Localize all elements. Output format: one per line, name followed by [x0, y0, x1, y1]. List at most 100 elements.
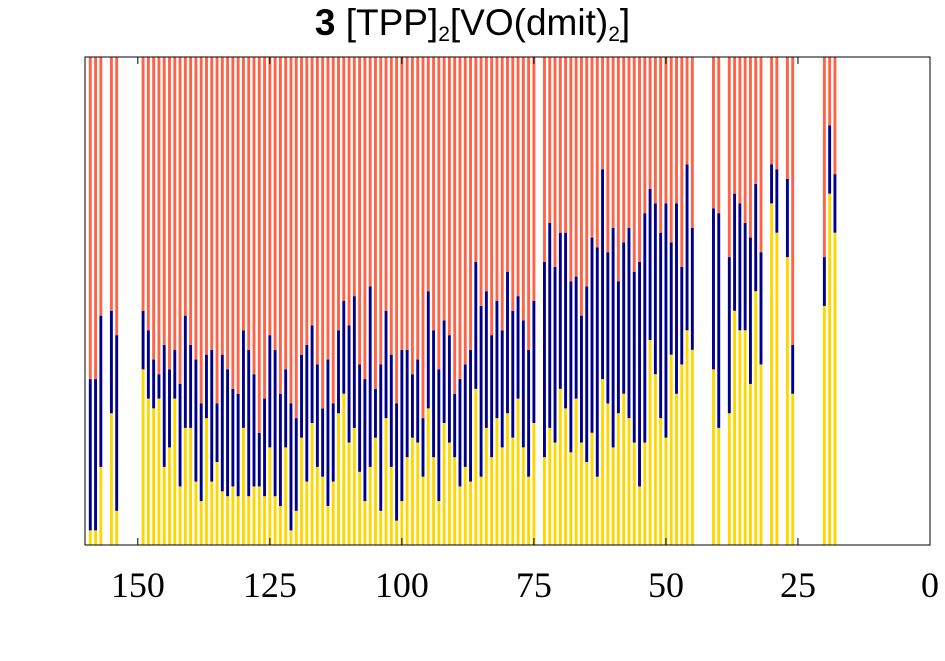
bar-segment-red: [400, 57, 404, 350]
bar-segment-red: [527, 57, 531, 350]
bar-segment-yellow: [115, 510, 119, 545]
bar-segment-blue: [152, 359, 156, 409]
bar-segment-red: [521, 57, 525, 321]
bar-segment-blue: [374, 388, 377, 438]
bar-segment-blue: [141, 310, 145, 370]
bar-segment-yellow: [220, 491, 224, 545]
bar-segment-yellow: [601, 379, 605, 545]
bar-segment-yellow: [611, 447, 615, 545]
bar-segment-red: [300, 57, 303, 355]
bar-segment-blue: [775, 169, 779, 233]
bar-segment-blue: [437, 369, 441, 502]
bar-segment-yellow: [400, 501, 404, 545]
bar-segment-red: [579, 57, 583, 316]
bar-segment-blue: [109, 310, 113, 414]
bar-segment-blue: [833, 174, 837, 233]
bar-segment-blue: [199, 403, 203, 502]
bar-segment-yellow: [194, 481, 198, 545]
bar-segment-red: [484, 57, 488, 292]
bar-segment-blue: [331, 403, 335, 482]
bar-segment-red: [643, 57, 647, 214]
bar-segment-blue: [347, 325, 351, 443]
bar-segment-red: [395, 57, 399, 404]
bar-segment-red: [273, 57, 277, 350]
x-tick-label: 25: [780, 565, 816, 605]
bar-segment-red: [363, 57, 367, 380]
bar-segment-red: [754, 57, 758, 184]
bar-segment-red: [331, 57, 335, 404]
bar-segment-blue: [659, 232, 663, 419]
bar-segment-yellow: [141, 369, 145, 545]
bar-segment-blue: [653, 203, 657, 375]
bar-segment-blue: [189, 344, 193, 428]
bar-segment-yellow: [368, 466, 372, 545]
bar-segment-red: [268, 57, 272, 336]
bar-segment-yellow: [199, 501, 203, 545]
bar-segment-red: [590, 57, 594, 238]
bar-segment-red: [669, 57, 673, 243]
bar-segment-red: [215, 57, 219, 404]
bar-segment-blue: [447, 335, 451, 443]
bar-segment-yellow: [569, 452, 573, 545]
bar-segment-red: [775, 57, 779, 170]
bar-segment-yellow: [432, 457, 436, 545]
bar-segment-red: [168, 57, 171, 370]
bar-segment-blue: [157, 374, 161, 399]
bar-segment-blue: [395, 403, 399, 521]
bar-segment-blue: [648, 188, 652, 341]
bar-segment-blue: [564, 232, 568, 409]
bar-segment-red: [463, 57, 467, 365]
bar-segment-red: [257, 57, 261, 433]
x-tick-label: 150: [111, 565, 165, 605]
bar-segment-blue: [743, 222, 747, 331]
bar-segment-yellow: [606, 403, 610, 545]
bar-segment-yellow: [622, 393, 626, 545]
bar-segment-red: [458, 57, 462, 380]
bar-segment-blue: [828, 125, 832, 194]
bar-segment-blue: [500, 330, 504, 448]
bar-segment-red: [479, 57, 483, 306]
bar-segment-yellow: [168, 447, 171, 545]
bar-segment-blue: [342, 301, 346, 394]
bar-segment-red: [664, 57, 668, 204]
bar-segment-blue: [210, 349, 214, 482]
bar-segment-blue: [115, 335, 119, 511]
bar-segment-red: [294, 57, 298, 419]
bar-segment-yellow: [289, 530, 293, 545]
bar-segment-blue: [638, 261, 641, 487]
bar-segment-blue: [543, 261, 546, 458]
bar-segment-blue: [358, 364, 362, 472]
bar-segment-blue: [99, 315, 103, 467]
bar-segment-yellow: [680, 364, 684, 545]
x-tick-label: 125: [243, 565, 297, 605]
bar-segment-blue: [379, 364, 383, 511]
bar-segment-red: [94, 57, 98, 380]
bar-segment-yellow: [284, 447, 288, 545]
bar-segment-yellow: [548, 427, 552, 545]
bar-segment-blue: [495, 301, 499, 419]
bar-segment-red: [822, 57, 826, 258]
bar-segment-red: [738, 57, 742, 204]
bar-segment-blue: [553, 266, 557, 443]
bar-segment-yellow: [347, 442, 351, 545]
bar-segment-red: [437, 57, 441, 370]
bar-segment-yellow: [273, 496, 277, 545]
bar-segment-red: [506, 57, 509, 272]
bar-segment-blue: [162, 344, 166, 467]
bar-segment-red: [432, 57, 436, 331]
bar-segment-red: [205, 57, 208, 355]
bar-segment-yellow: [405, 457, 409, 545]
title-part-middle: [VO(dmit): [449, 2, 609, 43]
bar-segment-yellow: [506, 413, 509, 545]
bar-segment-blue: [146, 330, 150, 399]
bar-segment-yellow: [754, 291, 758, 545]
bar-segment-yellow: [775, 232, 779, 545]
bar-segment-blue: [469, 349, 472, 482]
bar-segment-blue: [94, 379, 98, 531]
bar-segment-red: [405, 57, 409, 350]
bar-segment-yellow: [543, 457, 546, 545]
bar-segment-blue: [410, 374, 414, 438]
bar-segment-blue: [278, 393, 282, 506]
bar-segment-red: [469, 57, 472, 350]
bar-segment-yellow: [352, 427, 356, 545]
